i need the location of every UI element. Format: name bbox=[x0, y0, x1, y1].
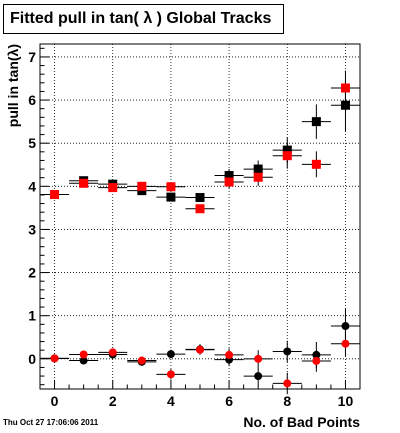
data-point-circle bbox=[283, 347, 292, 356]
data-point-square bbox=[195, 204, 205, 214]
chart-title: Fitted pull in tan( λ ) Global Tracks bbox=[3, 4, 284, 34]
data-point-circle bbox=[166, 350, 175, 359]
data-point-circle bbox=[79, 356, 88, 365]
data-point-circle bbox=[196, 345, 204, 354]
data-point-square bbox=[311, 117, 321, 127]
data-point-circle bbox=[312, 356, 321, 365]
y-tick-label: 0 bbox=[28, 351, 36, 367]
data-point-square bbox=[50, 190, 60, 200]
data-point-square bbox=[195, 193, 205, 203]
y-tick-label: 2 bbox=[28, 265, 36, 281]
y-tick-label: 3 bbox=[28, 221, 36, 237]
data-point-circle bbox=[341, 339, 350, 348]
x-tick-label: 10 bbox=[338, 393, 354, 409]
data-point-square bbox=[166, 182, 176, 192]
data-point-square bbox=[253, 172, 263, 182]
data-point-circle bbox=[283, 379, 292, 388]
y-tick-label: 4 bbox=[28, 178, 36, 194]
data-point-square bbox=[108, 183, 118, 193]
axes: 0 2 4 6 8 10 0 1 2 3 4 5 6 7 bbox=[28, 47, 361, 409]
x-tick-label: 6 bbox=[225, 393, 233, 409]
data-point-square bbox=[137, 181, 147, 191]
data-point-circle bbox=[225, 350, 234, 359]
timestamp: Thu Oct 27 17:06:06 2011 bbox=[3, 418, 99, 427]
data-point-circle bbox=[254, 354, 263, 363]
series-circle-red bbox=[40, 330, 360, 395]
data-point-square bbox=[79, 178, 89, 188]
x-tick-label: 4 bbox=[167, 393, 175, 409]
data-point-square bbox=[311, 159, 321, 169]
x-tick-label: 2 bbox=[109, 393, 117, 409]
y-tick-label: 5 bbox=[28, 135, 36, 151]
data-series bbox=[40, 70, 360, 395]
x-axis-title: No. of Bad Points bbox=[243, 414, 360, 430]
data-point-circle bbox=[166, 370, 175, 379]
x-tick-label: 0 bbox=[51, 393, 59, 409]
y-tick-label: 6 bbox=[28, 92, 36, 108]
data-point-square bbox=[166, 192, 176, 202]
data-point-circle bbox=[137, 356, 146, 365]
y-tick-label: 7 bbox=[28, 49, 36, 65]
series-square-red bbox=[40, 70, 360, 214]
data-point-square bbox=[282, 151, 292, 161]
x-tick-label: 8 bbox=[283, 393, 291, 409]
data-point-square bbox=[224, 177, 234, 187]
data-point-circle bbox=[50, 354, 59, 363]
plot-frame bbox=[39, 43, 361, 390]
grid bbox=[40, 44, 360, 389]
data-point-square bbox=[340, 83, 350, 93]
data-point-circle bbox=[341, 322, 350, 331]
y-tick-label: 1 bbox=[28, 308, 36, 324]
data-point-circle bbox=[254, 372, 263, 381]
data-point-circle bbox=[108, 348, 117, 357]
y-axis-title: pull in tan(λ) bbox=[5, 44, 21, 127]
data-point-circle bbox=[79, 350, 88, 359]
